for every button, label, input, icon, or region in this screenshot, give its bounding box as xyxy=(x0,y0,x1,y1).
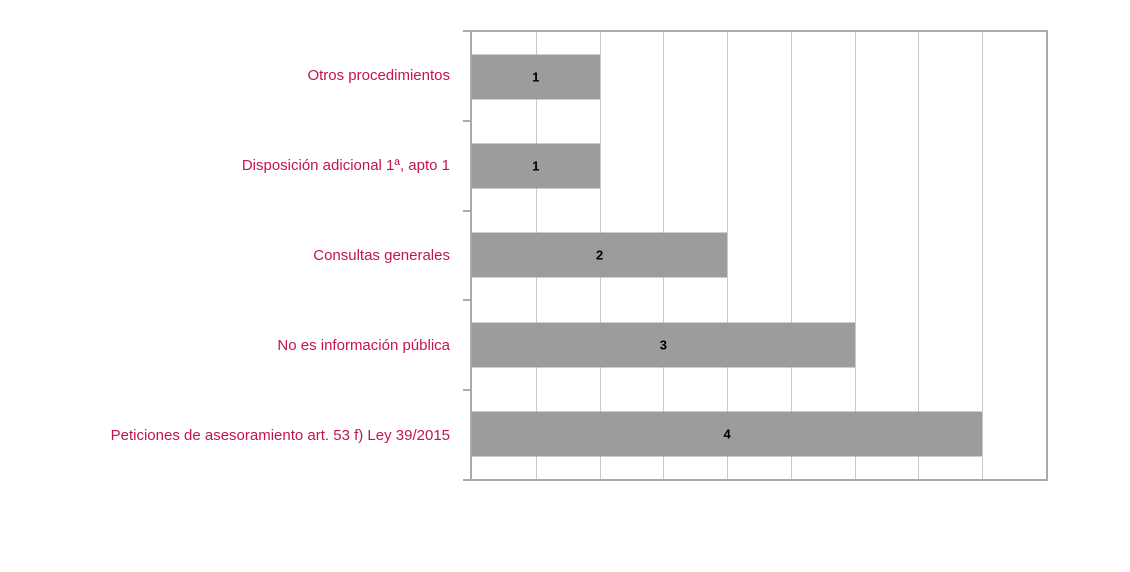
bar-value-label: 2 xyxy=(595,247,604,263)
bar: 3 xyxy=(472,322,855,368)
bar-row: 1 xyxy=(472,121,1046,210)
y-axis-tick xyxy=(463,30,472,32)
bar: 1 xyxy=(472,54,600,100)
bar-value-label: 4 xyxy=(723,426,731,442)
category-label: Consultas generales xyxy=(313,246,450,264)
category-label: Disposición adicional 1ª, apto 1 xyxy=(241,156,450,174)
y-axis-tick xyxy=(463,209,472,212)
category-label: Peticiones de asesoramiento art. 53 f) L… xyxy=(110,427,450,445)
bar-row: 4 xyxy=(472,390,1046,479)
bar: 2 xyxy=(472,232,728,278)
bar-value-label: 1 xyxy=(532,69,540,85)
x-gridline xyxy=(854,32,856,479)
y-axis-tick xyxy=(463,479,472,481)
plot-area: 1 1 2 3 4 xyxy=(463,30,1048,481)
y-axis-tick xyxy=(463,388,472,391)
y-axis-tick xyxy=(463,299,472,302)
bar-row: 1 xyxy=(472,32,1046,121)
bar-row: 3 xyxy=(472,300,1046,389)
bar-value-label: 3 xyxy=(659,337,667,353)
bar-value-label: 1 xyxy=(532,158,540,174)
category-axis-labels: Otros procedimientos Disposición adiciona… xyxy=(0,30,460,481)
category-label: No es información pública xyxy=(277,337,450,355)
bar: 1 xyxy=(472,143,600,189)
bar-row: 2 xyxy=(472,211,1046,300)
x-gridline xyxy=(790,32,792,479)
x-gridline xyxy=(727,32,729,479)
x-gridline xyxy=(918,32,920,479)
x-gridline xyxy=(982,32,984,479)
category-label: Otros procedimientos xyxy=(307,66,450,84)
bar: 4 xyxy=(472,411,983,457)
y-axis-tick xyxy=(463,120,472,123)
